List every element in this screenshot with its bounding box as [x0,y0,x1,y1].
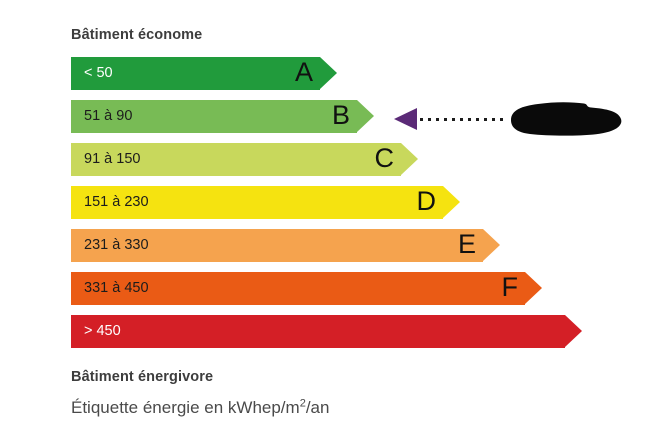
band-range-label: > 450 [84,323,121,339]
energy-band-g: > 450 [71,315,582,348]
band-body [71,143,401,176]
band-arrow-tip [525,272,542,304]
band-letter: F [501,272,519,302]
energy-band-c: 91 à 150 C [71,143,418,176]
unit-superscript: 2 [299,397,306,410]
pointer-triangle-icon [394,108,417,130]
pointer-leader-line [420,118,506,121]
energy-band-b: 51 à 90 B [71,100,374,133]
caption-economical-building: Bâtiment économe [71,27,203,43]
band-range-label: 91 à 150 [84,151,141,167]
band-body [71,100,357,133]
unit-text-after: /an [305,398,330,417]
band-body [71,186,443,219]
band-letter: C [374,143,395,173]
band-letter: B [331,100,350,130]
band-arrow-tip [401,143,418,175]
band-body [71,315,565,348]
band-arrow-tip [443,186,460,218]
band-range-label: 151 à 230 [84,194,149,210]
caption-energy-label-unit: Étiquette énergie en kWhep/m2/an [71,398,329,418]
energy-band-f: 331 à 450 F [71,272,542,305]
band-body [71,272,525,305]
energy-class-pointer [394,103,634,136]
energy-band-d: 151 à 230 D [71,186,460,219]
band-arrow-tip [320,57,337,89]
energy-band-a: < 50 A [71,57,337,90]
redacted-value-blob [511,102,622,136]
band-range-label: 231 à 330 [84,237,149,253]
caption-energy-hungry-building: Bâtiment énergivore [71,369,214,385]
band-letter: D [416,186,437,216]
band-arrow-tip [483,229,500,261]
band-letter: E [457,229,476,259]
unit-text-before: Étiquette énergie en kWhep/m [71,398,300,417]
band-range-label: 331 à 450 [84,280,149,296]
band-body [71,57,320,90]
band-range-label: < 50 [84,65,113,81]
band-letter: A [294,57,313,87]
band-body [71,229,483,262]
band-arrow-tip [357,100,374,132]
band-range-label: 51 à 90 [84,108,133,124]
band-arrow-tip [565,315,582,347]
energy-band-e: 231 à 330 E [71,229,500,262]
